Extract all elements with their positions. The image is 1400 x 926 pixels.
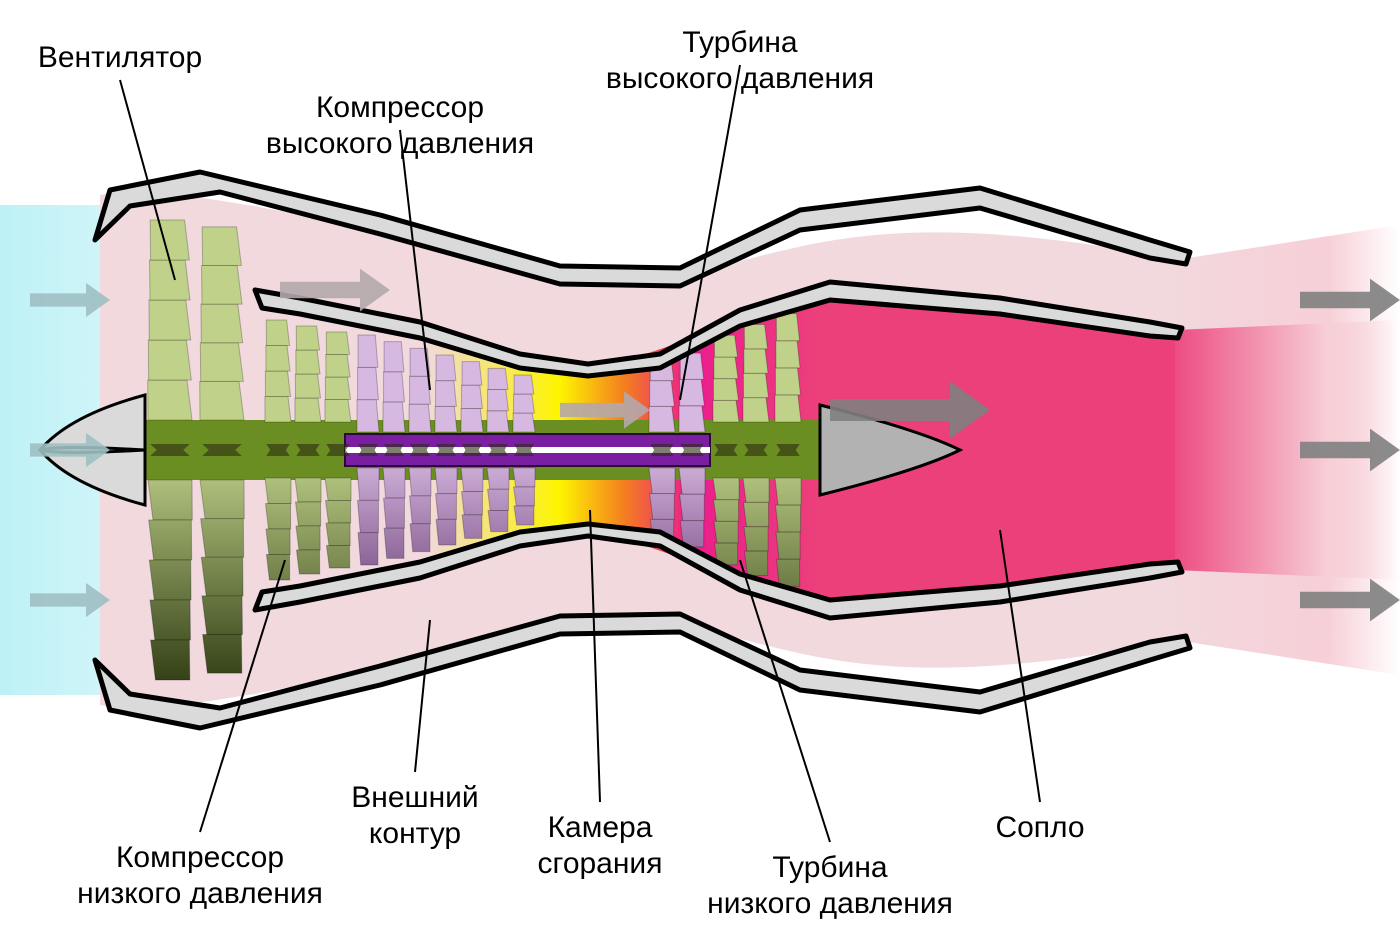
label-hp_compressor: Компрессор высокого давления [220,90,580,162]
label-nozzle: Сопло [860,810,1220,846]
label-hp_turbine: Турбина высокого давления [560,25,920,97]
label-lp_turbine: Турбина низкого давления [650,850,1010,922]
label-fan: Вентилятор [0,40,300,76]
turbofan-diagram: ВентиляторКомпрессор высокого давленияТу… [0,0,1400,926]
engine-svg [0,0,1400,926]
